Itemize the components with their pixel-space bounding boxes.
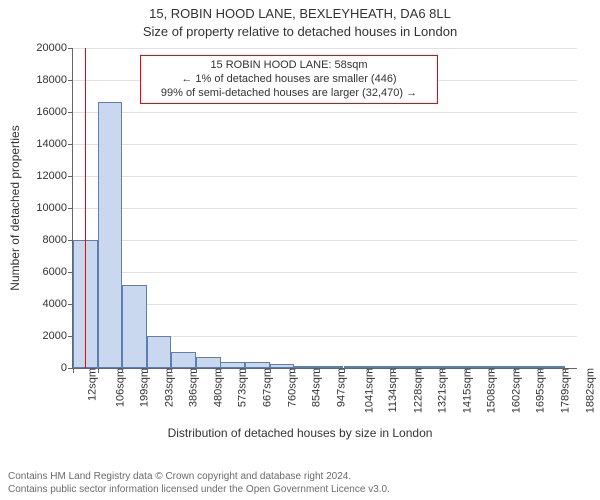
xtick-mark [540,368,541,373]
xtick-label: 199sqm [133,368,151,407]
ytick-label: 8000 [43,234,73,246]
xtick-label: 480sqm [207,368,225,407]
xtick-mark [245,368,246,373]
xtick-label: 293sqm [157,368,175,407]
histogram-bar [196,357,221,368]
ytick-label: 20000 [36,42,73,54]
x-axis-label: Distribution of detached houses by size … [0,426,600,440]
gridline [73,176,577,177]
y-axis-label: Number of detached properties [8,125,22,290]
xtick-mark [319,368,320,373]
xtick-label: 1321sqm [431,368,449,413]
footer: Contains HM Land Registry data © Crown c… [0,471,600,496]
xtick-mark [196,368,197,373]
footer-line: Contains public sector information licen… [8,484,592,497]
xtick-mark [368,368,369,373]
chart-root: { "title": { "line1": "15, ROBIN HOOD LA… [0,0,600,500]
ytick-label: 12000 [36,170,73,182]
xtick-mark [220,368,221,373]
histogram-bar [171,352,196,368]
ytick-label: 10000 [36,202,73,214]
xtick-label: 854sqm [305,368,323,407]
xtick-mark [73,368,74,373]
xtick-mark [515,368,516,373]
xtick-label: 386sqm [182,368,200,407]
xtick-label: 1415sqm [455,368,473,413]
xtick-mark [393,368,394,373]
gridline [73,112,577,113]
gridline [73,48,577,49]
ytick-label: 4000 [43,298,73,310]
xtick-label: 1041sqm [357,368,375,413]
xtick-mark [147,368,148,373]
xtick-label: 1602sqm [505,368,523,413]
histogram-bar [122,285,147,368]
chart-title-1: 15, ROBIN HOOD LANE, BEXLEYHEATH, DA6 8L… [0,6,600,21]
xtick-label: 106sqm [108,368,126,407]
gridline [73,272,577,273]
xtick-mark [466,368,467,373]
histogram-bar [98,102,123,368]
xtick-mark [491,368,492,373]
gridline [73,240,577,241]
chart-title-2: Size of property relative to detached ho… [0,24,600,39]
ytick-label: 0 [61,362,73,374]
annotation-box: 15 ROBIN HOOD LANE: 58sqm ← 1% of detach… [140,55,438,104]
gridline [73,208,577,209]
ytick-label: 14000 [36,138,73,150]
gridline [73,304,577,305]
histogram-bar [147,336,172,368]
ytick-label: 18000 [36,74,73,86]
ytick-label: 6000 [43,266,73,278]
xtick-label: 573sqm [231,368,249,407]
ytick-label: 2000 [43,330,73,342]
xtick-mark [442,368,443,373]
xtick-label: 947sqm [329,368,347,407]
annotation-line: 99% of semi-detached houses are larger (… [149,87,429,101]
annotation-line: ← 1% of detached houses are smaller (446… [149,73,429,87]
xtick-mark [171,368,172,373]
xtick-mark [270,368,271,373]
xtick-label: 1134sqm [381,368,399,412]
ytick-label: 16000 [36,106,73,118]
xtick-mark [344,368,345,373]
xtick-label: 667sqm [256,368,274,407]
xtick-label: 1789sqm [554,368,572,413]
gridline [73,144,577,145]
xtick-mark [294,368,295,373]
xtick-mark [98,368,99,373]
xtick-label: 1228sqm [406,368,424,413]
xtick-mark [417,368,418,373]
xtick-label: 1695sqm [529,368,547,413]
xtick-label: 1508sqm [480,368,498,413]
footer-line: Contains HM Land Registry data © Crown c… [8,471,592,484]
xtick-mark [565,368,566,373]
xtick-label: 1882sqm [578,368,596,413]
xtick-label: 760sqm [280,368,298,407]
xtick-mark [122,368,123,373]
xtick-label: 12sqm [81,368,99,401]
marker-line [85,48,86,368]
annotation-line: 15 ROBIN HOOD LANE: 58sqm [149,59,429,73]
